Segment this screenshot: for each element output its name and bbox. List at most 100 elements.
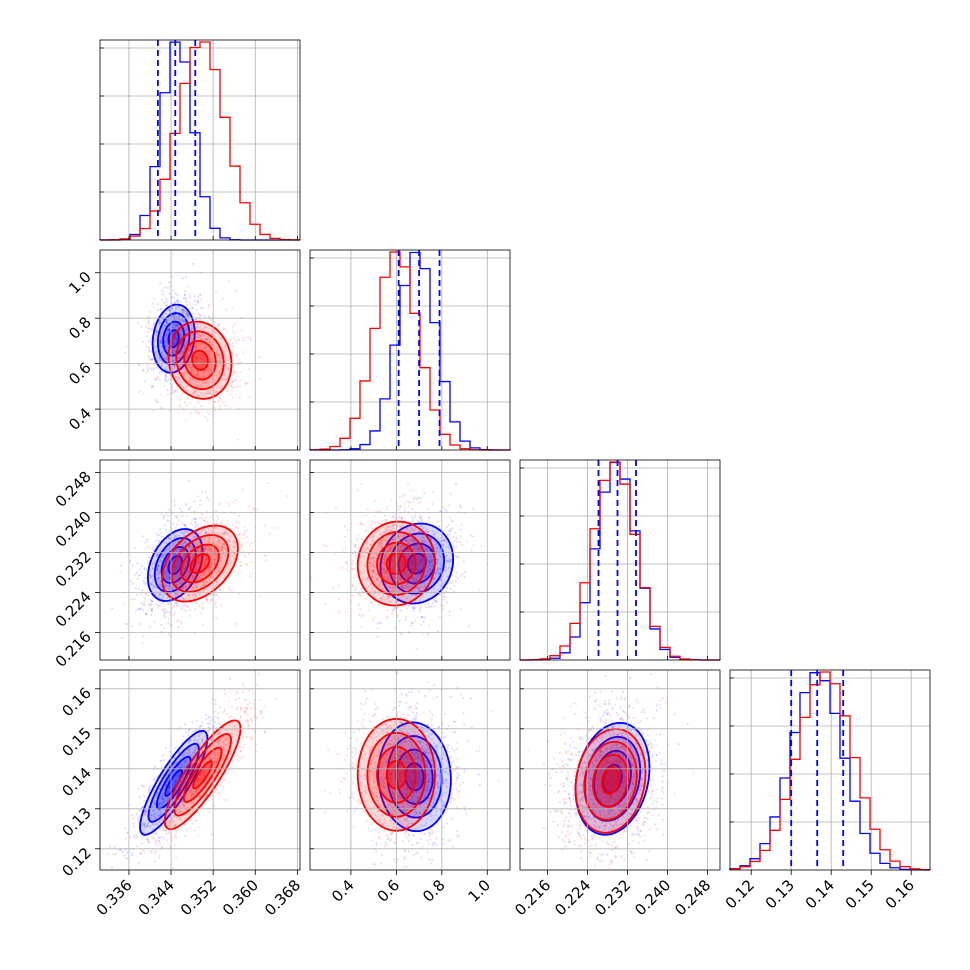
scatter-point [194,355,197,358]
scatter-point [194,359,198,362]
scatter-point [392,578,395,581]
scatter-point [195,343,198,346]
scatter-point [155,401,159,404]
scatter-point [201,564,204,567]
scatter-point [391,524,395,527]
scatter-point [183,608,186,612]
scatter-point [192,370,196,373]
scatter-point [222,573,225,576]
scatter-point [172,349,175,353]
scatter-point [159,308,162,311]
scatter-point [140,564,143,568]
scatter-point [178,580,181,583]
scatter-point [208,372,211,375]
scatter-point [449,587,453,590]
scatter-point [164,746,167,750]
scatter-point [179,335,182,338]
scatter-point [197,394,200,397]
scatter-point [423,578,426,581]
scatter-point [241,329,244,332]
scatter-point [398,515,401,518]
scatter-point [164,357,167,360]
scatter-point [165,542,168,545]
scatter-point [310,576,313,579]
scatter-point [426,565,429,568]
scatter-point [163,626,166,629]
scatter-point [193,356,196,359]
scatter-point [164,524,167,527]
scatter-point [381,569,384,572]
scatter-point [181,588,184,591]
scatter-point [398,565,401,569]
scatter-point [421,616,424,619]
scatter-point [150,609,153,612]
scatter-point [190,346,193,349]
scatter-point [164,286,167,289]
scatter-point [239,565,242,568]
scatter-point [201,334,205,337]
scatter-point [478,588,481,592]
scatter-point [206,558,210,561]
scatter-point [401,559,405,562]
scatter-point [412,500,415,503]
scatter-point [235,340,238,344]
scatter-point [188,363,191,366]
scatter-point [179,582,182,586]
scatter-point [187,594,190,597]
scatter-point [207,569,210,573]
scatter-point [372,564,375,567]
scatter-point [211,562,214,565]
scatter-point [161,345,164,349]
scatter-point [194,593,197,596]
scatter-point [370,574,373,577]
scatter-point [409,558,412,561]
scatter-point [388,545,391,549]
scatter-point [195,322,198,325]
scatter-point [207,566,210,570]
scatter-point [168,329,171,333]
scatter-point [157,560,160,563]
scatter-point [238,396,241,399]
scatter-point [183,534,186,537]
scatter-point [205,359,208,362]
scatter-point [198,540,201,544]
scatter-point [383,562,387,565]
scatter-point [191,332,194,336]
scatter-point [151,385,154,388]
scatter-point [245,562,248,565]
scatter-point [432,598,436,601]
scatter-point [209,568,212,571]
scatter-point [168,309,171,312]
scatter-point [382,538,385,541]
scatter-point [235,521,238,524]
scatter-point [156,585,160,589]
scatter-point [439,540,442,543]
scatter-point [202,519,206,522]
scatter-point [160,513,163,516]
scatter-point [373,556,376,560]
scatter-point [180,532,183,535]
scatter-point [210,547,213,551]
scatter-point [140,325,143,328]
scatter-point [160,340,163,343]
scatter-point [433,577,436,580]
scatter-point [393,587,397,590]
scatter-point [173,338,176,341]
contour-line [180,543,220,584]
scatter-point [412,547,415,551]
scatter-point [371,539,374,543]
scatter-point [417,555,420,558]
scatter-point [173,301,176,304]
scatter-point [384,554,387,558]
scatter-point [158,339,162,342]
scatter-point [392,515,395,518]
scatter-point [436,568,439,571]
scatter-point [227,368,230,371]
scatter-point [405,607,409,610]
scatter-point [264,554,267,557]
scatter-point [412,564,415,567]
scatter-point [216,543,219,546]
scatter-point [238,540,241,544]
scatter-point [147,322,150,325]
